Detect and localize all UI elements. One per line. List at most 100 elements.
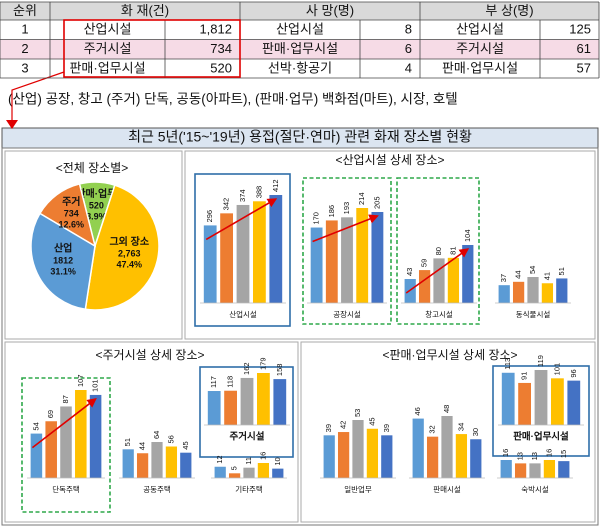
group-frame [199,366,294,458]
bar-value-label: 193 [342,202,351,215]
bar-value-label: 48 [442,405,451,413]
bar-value-label: 56 [166,435,175,443]
text-cell: 산업시설 [276,22,324,37]
bar-value-label: 104 [463,229,472,242]
slice-count: 520 [89,201,104,211]
slice-name: 산업 [54,242,72,255]
number-cell: 8 [405,22,412,37]
bar [462,245,474,303]
bar [534,370,548,425]
number-cell: 6 [405,41,412,56]
header-bg [0,2,599,20]
slice-percent: 31.1% [50,266,76,276]
bar-value-label: 51 [557,267,566,275]
bar-value-label: 53 [353,409,362,417]
slice-count: 2,763 [118,249,141,259]
bar [323,435,335,478]
bar [207,391,221,425]
bar [381,435,393,478]
bar-value-label: 214 [357,192,366,205]
bar-value-label: 170 [312,212,321,225]
text-cell: 3 [21,60,28,75]
text-cell: 주거시설 [456,41,504,56]
bar [356,208,369,303]
bar-value-label: 87 [61,395,70,403]
header-cell: 화 재(건) [121,3,169,18]
trend-arrow [405,248,470,294]
slice-name: 주거 [62,195,80,208]
bar-value-label: 205 [372,196,381,209]
bar [136,453,149,478]
bar [543,460,556,478]
bar-value-label: 13 [516,452,525,460]
bar-value-label: 342 [222,198,231,211]
industry-panel [184,150,596,340]
bar [371,211,384,303]
text-cell: 산업시설 [456,22,504,37]
bar-value-label: 54 [528,266,537,274]
bar [30,433,43,478]
bar [203,225,217,303]
bar [122,449,134,478]
bar [447,257,460,303]
slice-percent: 47.4% [116,260,142,270]
bar-value-label: 45 [181,441,190,449]
bar [500,460,512,478]
bar [352,420,364,478]
bar [498,285,510,303]
bar [514,463,527,478]
bar-value-label: 11 [244,457,253,465]
text-cell: 1 [21,22,28,37]
bar [558,461,570,478]
text-cell: 주거시설 [84,41,132,56]
pie-slice [38,182,97,248]
bar [541,283,554,303]
group-name: 판매시설 [433,485,461,494]
group-name: 일반업무 [344,485,372,494]
slice-percent: 12.6% [59,220,85,230]
bar-value-label: 43 [405,268,414,276]
bar-value-label: 91 [520,372,529,380]
bar-value-label: 12 [215,455,224,463]
bar [45,421,57,478]
bar-value-label: 81 [448,246,457,254]
slice-count: 1812 [53,255,73,265]
bar-value-label: 30 [471,428,480,436]
highlight-box [63,19,241,78]
bar-value-label: 113 [503,358,512,370]
bar-value-label: 119 [536,355,545,367]
sales-panel [300,341,596,523]
bar-value-label: 32 [428,425,437,433]
bar-value-label: 374 [238,189,247,202]
bar [433,258,445,303]
bar-value-label: 101 [91,379,100,392]
bar [165,446,178,478]
table: 순위 화 재(건) 사 망(명) 부 상(명) 1 산업시설 1,812 산업시설 8 산업시설 1… [0,1,600,79]
bar [518,382,531,425]
slice-count: 734 [64,209,79,219]
bar [224,390,237,425]
pie-panel [4,150,183,340]
bar-value-label: 10 [273,457,282,465]
slice-percent: 8.9% [86,212,107,222]
bar [556,278,568,303]
group-name: 공동주택 [143,484,171,494]
bar [426,436,439,478]
row-highlight [0,39,599,59]
bar [151,442,163,478]
bar-value-label: 13 [530,452,539,460]
group-name: 숙박시설 [521,484,549,494]
bar-value-label: 117 [209,376,218,388]
header-cell: 순위 [13,3,37,18]
bar-value-label: 96 [569,369,578,377]
pie-slice [84,184,160,311]
group-name: 주거시설 [230,431,265,443]
bar-value-label: 412 [271,179,280,192]
pointer-head [6,120,18,129]
bar [220,213,233,303]
bar [551,378,564,425]
bar [501,372,515,425]
bar-value-label: 51 [123,438,132,446]
number-cell: 520 [210,60,232,75]
